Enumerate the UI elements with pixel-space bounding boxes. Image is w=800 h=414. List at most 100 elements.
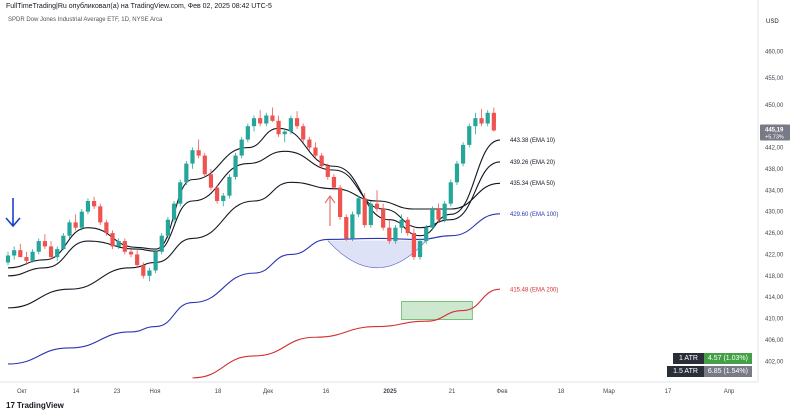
candle-body [36,241,41,252]
candle [436,203,441,223]
ema-lines [7,127,501,379]
candle-body [325,166,330,177]
candle-body [233,155,238,177]
candle [178,179,183,207]
candle-body [307,139,312,148]
candle-body [178,182,183,204]
candle [227,174,232,199]
candle-body [362,198,367,226]
candle [73,214,78,231]
price-tick-label: 402,00 [765,359,784,365]
candle [282,128,287,143]
candle-body [313,147,318,156]
candle [368,200,373,228]
candle [338,184,343,220]
candle-body [294,118,300,127]
candle-body [258,118,263,124]
candle [485,110,490,127]
candle-body [387,227,392,242]
currency-label: USD [766,19,779,25]
candle-body [159,235,164,252]
time-axis[interactable]: Окт 14 23 Ноя 18 Дек 16 2025 21 Фев 18 Мар 17 Апр [17,389,735,395]
time-tick-label: 16 [323,389,330,395]
candle [454,160,460,185]
ema20-line [7,150,501,277]
time-tick-label: Апр [724,389,735,395]
candle-body [467,126,472,145]
ema-labels: 443.38 (EMA 10) 439.26 (EMA 20) 435.34 (EM… [510,138,558,293]
candles [5,107,496,282]
candle-body [405,219,410,234]
candle [270,107,275,122]
candle-body [196,150,201,156]
price-tick-label: 455,00 [765,76,784,82]
candle-body [190,150,195,164]
candle-body [221,195,226,201]
price-tick-label: 418,00 [765,274,784,280]
candle [251,115,257,132]
candle [442,200,447,223]
candle-body [338,187,343,218]
candle-body [79,211,84,228]
price-axis[interactable]: 460,00 455,00 450,00 442,00 438,00 434,00 430,… [765,49,784,365]
candle [417,238,423,260]
candle-body [239,139,244,156]
candle-body [55,249,60,258]
candle-body [202,155,207,175]
candle-body [30,251,35,261]
candle-body [301,126,306,140]
candle-body [171,203,177,220]
candle [430,206,435,231]
candle-body [5,255,11,263]
time-tick-label: 18 [558,389,565,395]
candle-body [319,155,324,167]
candle-body [128,251,134,255]
last-price-label: 445,19+5.73% [760,124,790,141]
candle-body [12,250,17,256]
candle-body [276,120,281,135]
candle-body [461,144,466,164]
candle [405,217,410,236]
candle-body [473,118,478,127]
candle-body [122,241,127,252]
candle [276,115,281,137]
candle-body [282,131,287,135]
candle [258,110,263,127]
candle [461,142,466,167]
candle [61,233,66,251]
time-tick-label: 21 [449,389,456,395]
candle-body [98,206,103,223]
candle [221,192,226,207]
candle-body [73,222,78,228]
candle [387,219,392,244]
candle-body [147,270,152,276]
candle [12,246,17,260]
price-tick-label: 438,00 [765,167,784,173]
atr-value: 6.85 (1.54%) [703,366,752,377]
candle-body [442,203,447,220]
ema200-line [192,288,501,379]
candle-body [227,176,232,196]
ema-label: 429.60 (EMA 100) [510,212,558,218]
candle-body [344,217,349,239]
rounding-bottom-shape [327,240,427,269]
candle [92,196,97,210]
candle-body [374,203,380,210]
candle-body [42,241,47,247]
time-tick-label: 14 [73,389,80,395]
candle [135,250,140,268]
candle [479,109,484,127]
candle [307,136,312,151]
candle-body [24,257,29,261]
candle [467,123,472,148]
tradingview-logo[interactable]: 17 TradingView [6,401,64,410]
price-tick-label: 442,00 [765,146,784,152]
tradingview-logo-text: TradingView [16,401,64,410]
candle [245,123,250,143]
time-tick-label: Дек [263,389,273,395]
price-tick-label: 426,00 [765,231,784,237]
time-tick-label: Мар [603,389,615,395]
time-tick-label: Окт [17,389,27,395]
candle [331,174,337,191]
